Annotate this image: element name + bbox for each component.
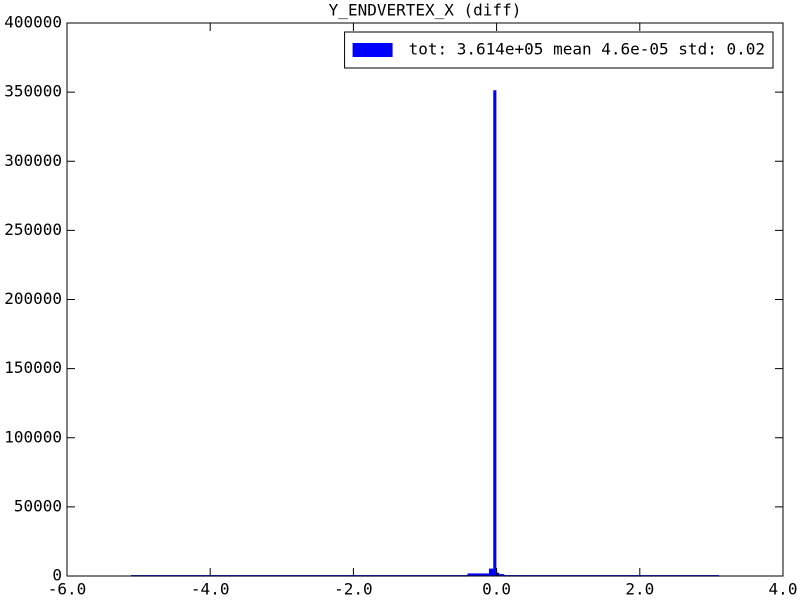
y-tick-label: 150000 <box>4 358 62 377</box>
y-tick-label: 0 <box>52 566 62 585</box>
y-tick-label: 300000 <box>4 151 62 170</box>
legend-swatch <box>352 43 393 57</box>
y-tick-label: 350000 <box>4 82 62 101</box>
x-tick-label: -6.0 <box>48 580 87 599</box>
x-tick-label: -4.0 <box>191 580 230 599</box>
legend-box <box>344 31 774 69</box>
x-tick-label: 0.0 <box>482 580 511 599</box>
chart-title: Y_ENDVERTEX_X (diff) <box>329 1 522 20</box>
legend-label: tot: 3.614e+05 mean 4.6e-05 std: 0.02 <box>409 40 765 59</box>
x-tick-label: 4.0 <box>769 580 798 599</box>
y-tick-label: 400000 <box>4 13 62 32</box>
x-tick-label: -2.0 <box>334 580 373 599</box>
y-tick-label: 250000 <box>4 220 62 239</box>
histogram-bar <box>493 90 497 577</box>
y-tick-label: 200000 <box>4 289 62 308</box>
y-tick-label: 100000 <box>4 427 62 446</box>
y-tick-label: 50000 <box>14 496 62 515</box>
x-tick-label: 2.0 <box>625 580 654 599</box>
histogram-bar <box>488 568 495 577</box>
